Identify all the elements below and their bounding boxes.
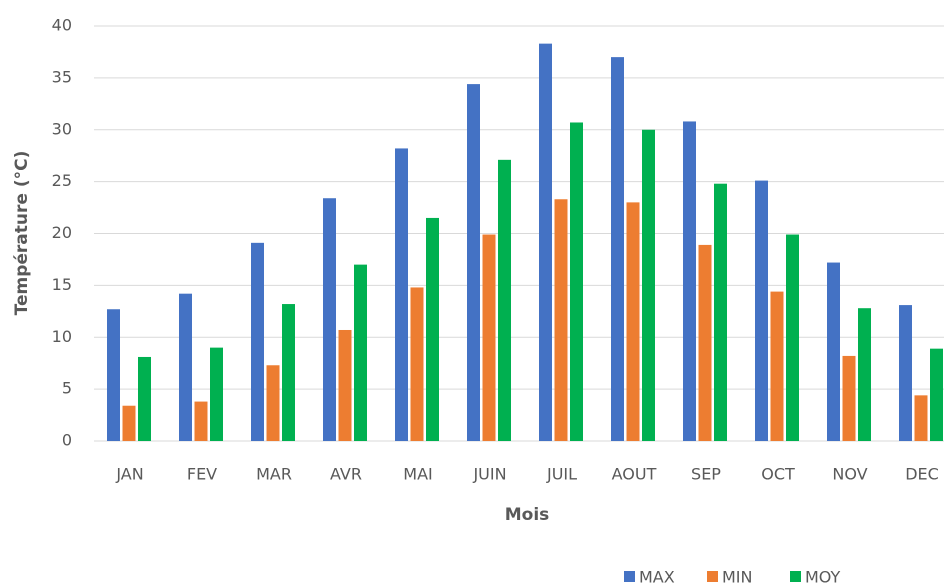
y-tick-label: 5 xyxy=(62,379,72,398)
bar xyxy=(194,401,208,441)
bar xyxy=(858,308,871,441)
bar xyxy=(467,84,480,441)
legend-swatch xyxy=(707,571,718,582)
x-axis-title: Mois xyxy=(505,505,550,525)
legend-swatch xyxy=(624,571,635,582)
y-axis-title: Température (°C) xyxy=(12,151,32,316)
bar xyxy=(626,202,640,441)
x-tick-label: MAI xyxy=(403,465,432,484)
y-tick-label: 35 xyxy=(52,67,72,86)
legend-swatch xyxy=(790,571,801,582)
x-tick-label: FEV xyxy=(187,465,217,484)
bar xyxy=(210,347,223,441)
bar xyxy=(410,287,424,441)
bar xyxy=(426,217,439,441)
bar xyxy=(107,309,120,441)
bar xyxy=(611,57,624,441)
x-tick-label: JAN xyxy=(115,465,143,484)
y-tick-label: 0 xyxy=(62,431,72,450)
bar xyxy=(914,395,928,441)
bar xyxy=(827,262,840,441)
x-tick-label: AOUT xyxy=(612,465,657,484)
bar xyxy=(698,244,712,441)
bar xyxy=(138,356,151,441)
bar xyxy=(179,293,192,441)
bar xyxy=(395,148,408,442)
y-tick-label: 40 xyxy=(52,16,72,35)
bar xyxy=(842,355,856,441)
bar xyxy=(930,348,943,441)
bar xyxy=(354,264,367,441)
bar xyxy=(498,159,511,441)
y-tick-label: 10 xyxy=(52,327,72,346)
y-tick-label: 20 xyxy=(52,223,72,242)
bar xyxy=(282,304,295,441)
bar xyxy=(683,121,696,441)
bar xyxy=(554,199,568,441)
x-tick-label: JUIN xyxy=(472,465,506,484)
x-tick-label: DEC xyxy=(905,465,939,484)
bar xyxy=(338,329,352,441)
x-tick-label: NOV xyxy=(832,465,867,484)
bar xyxy=(570,122,583,442)
x-tick-label: AVR xyxy=(330,465,362,484)
bar xyxy=(899,305,912,441)
bar xyxy=(251,242,264,441)
x-tick-label: SEP xyxy=(691,465,721,484)
bar xyxy=(323,198,336,441)
legend-label: MIN xyxy=(722,568,753,587)
bar xyxy=(482,234,496,441)
bar xyxy=(122,405,136,441)
x-tick-label: JUIL xyxy=(546,465,577,484)
y-tick-label: 30 xyxy=(52,119,72,138)
bar xyxy=(786,234,799,441)
bar xyxy=(539,43,552,441)
bar xyxy=(755,180,768,441)
bar xyxy=(266,365,280,441)
y-tick-label: 25 xyxy=(52,171,72,190)
x-tick-label: MAR xyxy=(256,465,292,484)
bar xyxy=(714,183,727,441)
bar xyxy=(770,291,784,441)
y-tick-label: 15 xyxy=(52,275,72,294)
legend-label: MOY xyxy=(805,568,841,587)
x-tick-label: OCT xyxy=(761,465,795,484)
legend-label: MAX xyxy=(639,568,675,587)
bar xyxy=(642,129,655,441)
